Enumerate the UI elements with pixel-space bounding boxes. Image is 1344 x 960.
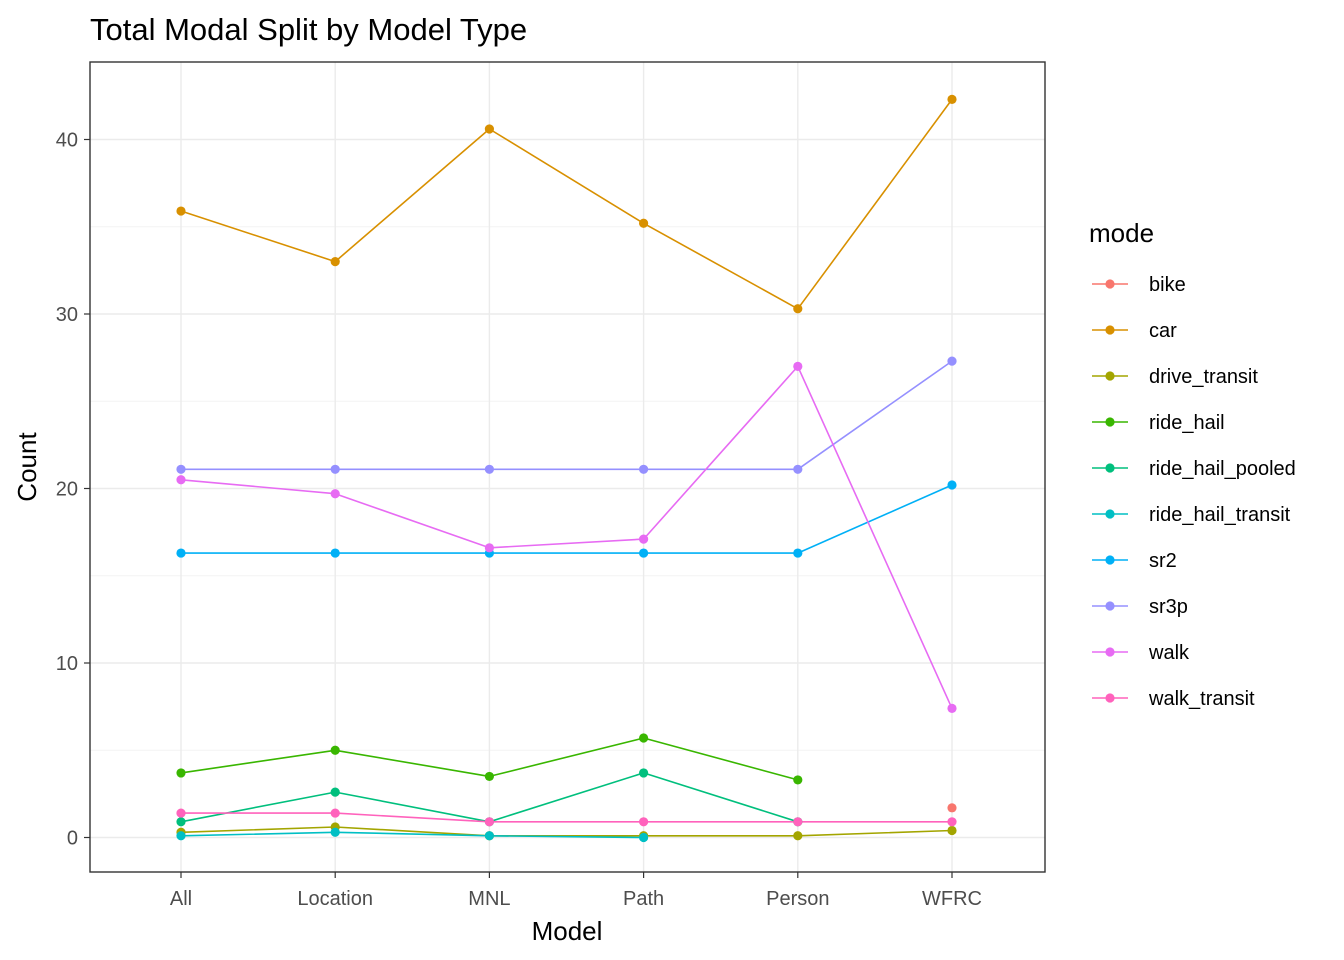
legend-key-point-bike: [1105, 279, 1115, 289]
data-point-car: [793, 304, 803, 314]
data-point-walk: [484, 543, 494, 553]
data-point-walk_transit: [793, 817, 803, 827]
data-point-walk_transit: [176, 808, 186, 818]
x-axis-title: Model: [532, 916, 603, 946]
data-point-car: [947, 94, 957, 104]
chart-title: Total Modal Split by Model Type: [90, 12, 527, 47]
plot-border: [89, 61, 1046, 873]
legend-label-ride_hail_pooled: ride_hail_pooled: [1149, 458, 1296, 480]
data-point-sr2: [639, 548, 649, 558]
data-point-ride_hail: [793, 775, 803, 785]
legend-label-ride_hail_transit: ride_hail_transit: [1149, 504, 1291, 526]
data-point-ride_hail_transit: [484, 831, 494, 841]
data-point-walk: [176, 475, 186, 485]
data-point-ride_hail_pooled: [639, 768, 649, 778]
data-point-sr3p: [639, 464, 649, 474]
data-point-ride_hail_pooled: [330, 787, 340, 797]
data-point-sr3p: [484, 464, 494, 474]
data-point-walk: [793, 361, 803, 371]
x-tick-label: Person: [766, 888, 829, 910]
data-point-walk_transit: [639, 817, 649, 827]
data-point-ride_hail_pooled: [176, 817, 186, 827]
series-line-walk_transit: [181, 812, 952, 823]
data-point-drive_transit: [947, 825, 957, 836]
legend-key-point-ride_hail: [1105, 417, 1115, 427]
legend-key-point-car: [1105, 325, 1115, 335]
data-point-ride_hail_transit: [330, 827, 340, 837]
x-axis: All Location MNL Path Person WFRC: [170, 872, 982, 910]
x-tick-label: WFRC: [922, 888, 982, 910]
series-line-car: [180, 98, 953, 310]
data-point-sr3p: [176, 464, 186, 474]
data-point-ride_hail: [639, 733, 649, 743]
data-point-walk_transit: [330, 808, 340, 818]
legend-label-sr3p: sr3p: [1149, 596, 1188, 618]
data-point-ride_hail: [484, 771, 494, 782]
legend-label-car: car: [1149, 320, 1177, 342]
data-point-sr2: [793, 548, 803, 558]
data-point-sr3p: [330, 464, 340, 474]
legend-label-bike: bike: [1149, 274, 1186, 296]
data-point-walk_transit: [484, 817, 494, 827]
x-tick-label: Location: [297, 888, 373, 910]
series-line-drive_transit: [180, 826, 953, 837]
data-point-sr2: [947, 480, 957, 490]
series-line-sr3p: [181, 360, 953, 471]
y-axis-title: Count: [12, 432, 42, 502]
data-point-ride_hail_transit: [176, 831, 186, 841]
data-point-walk: [330, 489, 340, 499]
series-points: [176, 94, 957, 843]
legend-key-point-drive_transit: [1105, 371, 1115, 381]
legend: bike car drive_transit ride_hail ride_hail_p…: [1092, 274, 1296, 710]
data-point-ride_hail_transit: [639, 832, 649, 843]
y-tick-label: 0: [67, 828, 78, 850]
data-point-car: [176, 206, 186, 216]
y-tick-label: 40: [56, 130, 78, 152]
series-line-sr2: [181, 484, 953, 554]
data-point-car: [639, 218, 649, 228]
data-point-sr2: [330, 548, 340, 558]
legend-title: mode: [1089, 218, 1154, 248]
y-axis: 0 10 20 30 40: [56, 130, 90, 850]
data-point-car: [330, 257, 340, 267]
legend-label-sr2: sr2: [1149, 550, 1177, 572]
plot-background: [90, 62, 1045, 872]
series-line-ride_hail_transit: [180, 831, 644, 839]
data-point-bike: [947, 803, 957, 813]
legend-key-point-sr2: [1105, 555, 1115, 565]
legend-key-point-walk: [1105, 647, 1115, 657]
data-point-ride_hail: [330, 745, 340, 755]
x-tick-label: Path: [623, 888, 664, 910]
legend-label-ride_hail: ride_hail: [1149, 412, 1225, 434]
data-point-sr2: [176, 548, 186, 558]
legend-key-point-ride_hail_transit: [1105, 509, 1115, 519]
legend-key-point-walk_transit: [1105, 693, 1115, 703]
series-line-walk: [180, 365, 953, 709]
data-point-walk_transit: [947, 817, 957, 827]
data-point-ride_hail: [176, 768, 186, 778]
y-tick-label: 10: [56, 653, 78, 675]
legend-label-drive_transit: drive_transit: [1149, 366, 1258, 388]
data-point-walk: [947, 703, 957, 713]
legend-label-walk: walk: [1148, 642, 1190, 664]
legend-label-walk_transit: walk_transit: [1148, 688, 1255, 710]
y-tick-label: 20: [56, 479, 78, 501]
data-point-drive_transit: [793, 831, 803, 841]
data-point-walk: [639, 534, 649, 544]
data-point-sr3p: [947, 356, 957, 366]
legend-key-point-sr3p: [1105, 601, 1115, 611]
x-tick-label: All: [170, 888, 192, 910]
data-point-sr3p: [793, 464, 803, 474]
data-point-car: [484, 124, 494, 134]
y-tick-label: 30: [56, 304, 78, 326]
legend-key-point-ride_hail_pooled: [1105, 463, 1115, 473]
x-tick-label: MNL: [468, 888, 510, 910]
